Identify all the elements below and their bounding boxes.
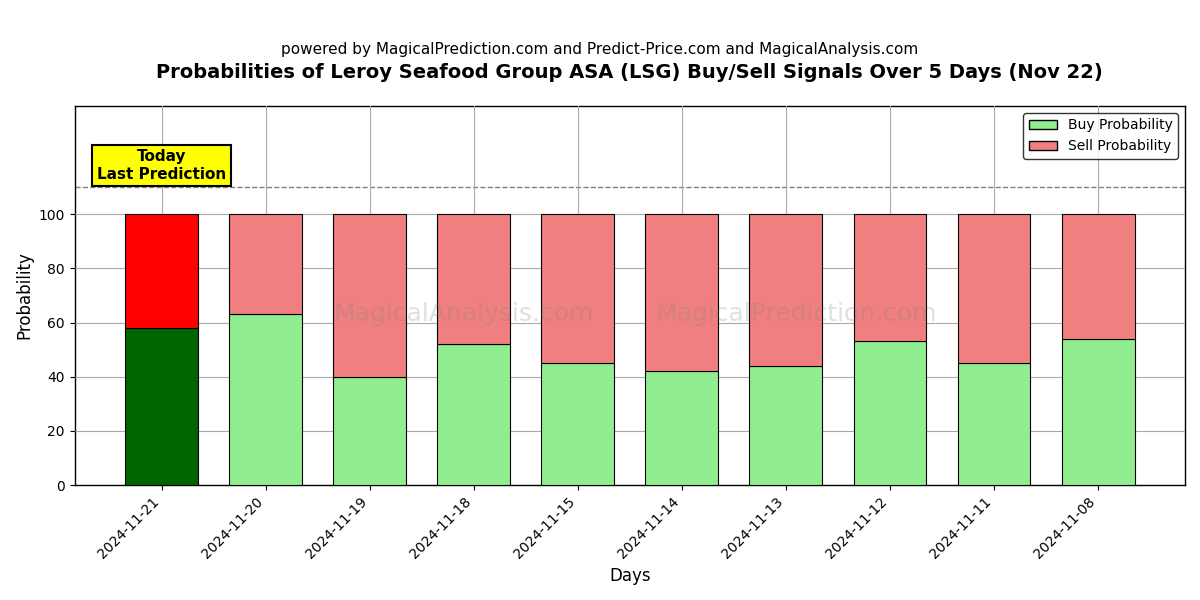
- Text: powered by MagicalPrediction.com and Predict-Price.com and MagicalAnalysis.com: powered by MagicalPrediction.com and Pre…: [281, 42, 919, 57]
- Bar: [334, 377, 406, 485]
- Bar: [1062, 339, 1134, 485]
- Text: MagicalAnalysis.com: MagicalAnalysis.com: [334, 302, 594, 326]
- Text: MagicalPrediction.com: MagicalPrediction.com: [655, 302, 937, 326]
- Bar: [437, 214, 510, 344]
- Bar: [958, 363, 1031, 485]
- Bar: [541, 214, 614, 363]
- Bar: [229, 314, 302, 485]
- Bar: [646, 371, 719, 485]
- Text: Today
Last Prediction: Today Last Prediction: [97, 149, 226, 182]
- Bar: [541, 363, 614, 485]
- Bar: [750, 366, 822, 485]
- Bar: [334, 214, 406, 377]
- Bar: [229, 214, 302, 314]
- Bar: [125, 214, 198, 328]
- Bar: [750, 214, 822, 366]
- Bar: [125, 328, 198, 485]
- Bar: [437, 344, 510, 485]
- Bar: [853, 341, 926, 485]
- Bar: [1062, 214, 1134, 339]
- X-axis label: Days: Days: [610, 567, 650, 585]
- Y-axis label: Probability: Probability: [16, 251, 34, 340]
- Bar: [958, 214, 1031, 363]
- Bar: [853, 214, 926, 341]
- Bar: [646, 214, 719, 371]
- Legend: Buy Probability, Sell Probability: Buy Probability, Sell Probability: [1024, 113, 1178, 159]
- Title: Probabilities of Leroy Seafood Group ASA (LSG) Buy/Sell Signals Over 5 Days (Nov: Probabilities of Leroy Seafood Group ASA…: [156, 63, 1103, 82]
